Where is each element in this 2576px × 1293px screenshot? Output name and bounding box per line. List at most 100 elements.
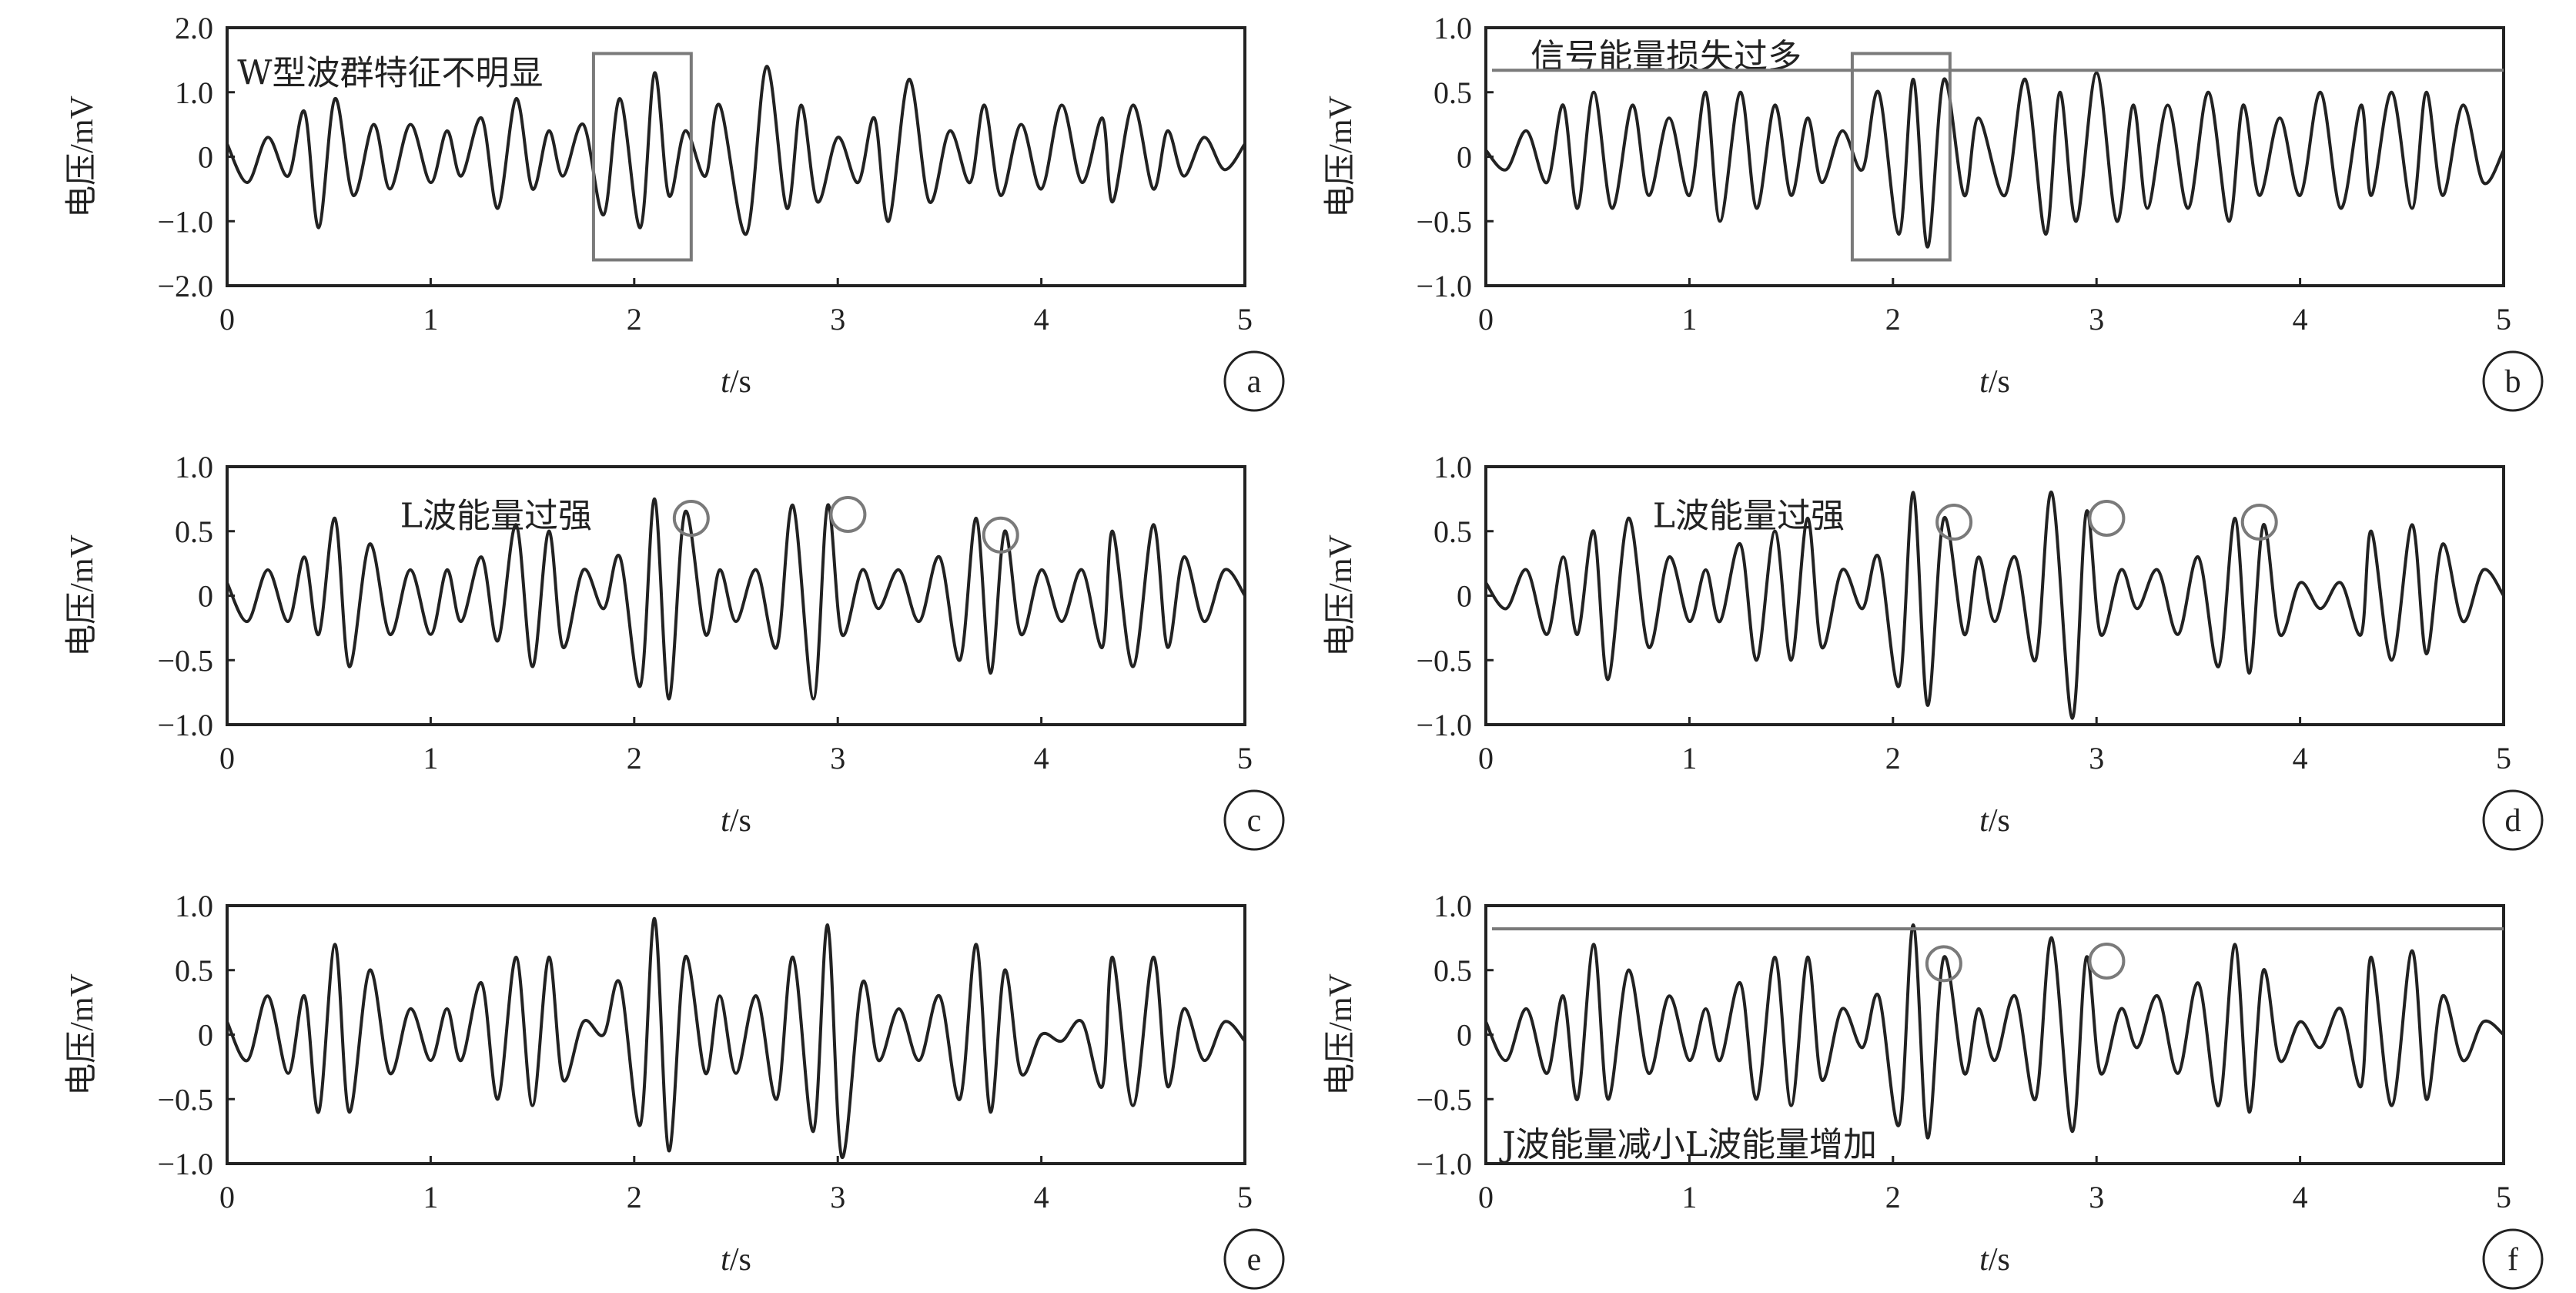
y-tick-label: −2.0 [157,269,213,303]
x-tick-label: 3 [830,302,845,337]
highlight-circle [2088,500,2126,537]
x-axis-title: t/s [721,364,751,400]
x-tick-label: 0 [1478,1180,1494,1214]
y-tick-label: 0 [198,1018,213,1053]
x-tick-label: 1 [423,302,438,337]
highlight-circle [2240,504,2278,541]
y-tick-label: 0 [1457,579,1472,614]
x-axis-title-unit: /s [730,803,751,839]
x-axis-title-var: t [1979,364,1989,400]
y-tick-label: 0 [1457,1018,1472,1053]
x-axis-title: t/s [721,1242,751,1278]
x-tick-label: 4 [2293,741,2308,775]
signal-line [1484,923,2505,1140]
x-axis-title: t/s [1979,803,2010,839]
x-axis-title-unit: /s [1989,1242,2010,1278]
y-tick-label: −0.5 [157,1082,213,1117]
panel-label: e [1247,1242,1262,1278]
panel-label: c [1247,803,1262,839]
x-tick-label: 5 [2496,741,2511,775]
panel-label: d [2505,803,2521,839]
x-tick-label: 3 [2089,302,2104,337]
panel-label-circle [1223,789,1285,851]
x-tick-label: 1 [1681,741,1697,775]
signal-line [226,916,1246,1159]
highlight-circle [1935,504,1973,541]
panel-label: f [2507,1242,2518,1278]
panel-label-circle [2482,350,2544,412]
highlight-circle [982,516,1019,554]
x-axis-title-unit: /s [730,1242,751,1278]
x-tick-label: 4 [2293,302,2308,337]
x-tick-label: 5 [2496,1180,2511,1214]
x-tick-label: 2 [627,741,642,775]
y-tick-label: 0.5 [175,953,213,988]
x-tick-label: 0 [219,1180,235,1214]
x-tick-label: 5 [1237,1180,1253,1214]
panel-label: a [1247,364,1262,400]
y-axis-title: 电压/mV [65,95,100,218]
x-tick-label: 1 [1681,1180,1697,1214]
annotation-text: L波能量过强 [1653,497,1845,536]
panel-label-circle [1223,350,1285,412]
y-axis-title: 电压/mV [65,973,100,1096]
x-tick-label: 1 [423,741,438,775]
x-tick-label: 0 [1478,741,1494,775]
x-tick-label: 4 [1034,302,1049,337]
x-tick-label: 3 [830,1180,845,1214]
x-axis-title-var: t [721,364,731,400]
y-tick-label: −0.5 [1416,643,1472,678]
x-tick-label: 2 [627,1180,642,1214]
y-tick-label: 1.0 [175,889,213,923]
x-tick-label: 5 [1237,302,1253,337]
y-axis-title: 电压/mV [1323,534,1359,657]
x-tick-label: 2 [627,302,642,337]
x-tick-label: 4 [1034,741,1049,775]
x-tick-label: 3 [2089,1180,2104,1214]
x-tick-label: 2 [1885,302,1901,337]
x-tick-label: 3 [2089,741,2104,775]
highlight-circle [1925,945,1962,983]
x-axis-title-unit: /s [730,364,751,400]
y-tick-label: −0.5 [1416,1082,1472,1117]
highlight-circle [672,500,710,537]
plot-frame [226,904,1246,1165]
x-axis-title-var: t [1979,1242,1989,1278]
x-tick-label: 5 [2496,302,2511,337]
panel-a: 0 1 2 3 4 5 2.0 1.0 0 −1.0 −2.0 t/s 电压/mV a W型波群特征不明显 [65,11,1285,412]
y-tick-label: 1.0 [175,450,213,484]
x-tick-label: 1 [423,1180,438,1214]
x-axis-title: t/s [721,803,751,839]
annotation-text: W型波群特征不明显 [237,54,543,93]
y-tick-label: 0 [198,140,213,175]
highlight-box [1850,52,1952,262]
x-tick-label: 0 [219,302,235,337]
highlight-circle [2088,943,2126,980]
x-axis-title-unit: /s [1989,364,2010,400]
panel-label-circle [2482,1228,2544,1290]
x-tick-label: 3 [830,741,845,775]
x-axis-title: t/s [1979,364,2010,400]
y-axis-title: 电压/mV [1323,973,1359,1096]
signal-line [1484,71,2505,249]
signal-line [226,65,1246,236]
panel-e: 0 1 2 3 4 5 1.0 0.5 0 −0.5 −1.0 t/s 电压/mV e [65,889,1285,1290]
y-tick-label: 1.0 [1434,450,1472,484]
y-tick-label: −1.0 [1416,1147,1472,1181]
highlight-circle [829,495,867,533]
y-tick-label: 0.5 [1434,953,1472,988]
x-axis-title-var: t [721,803,731,839]
x-axis-title-var: t [1979,803,1989,839]
y-tick-label: 0.5 [175,514,213,549]
annotation-text: L波能量过强 [400,497,592,536]
y-tick-label: −1.0 [157,204,213,239]
y-tick-label: 2.0 [175,11,213,45]
panel-c: 0 1 2 3 4 5 1.0 0.5 0 −0.5 −1.0 t/s 电压/mV c L波能量过强 [65,450,1285,851]
x-axis-title-var: t [721,1242,731,1278]
panel-label-circle [2482,789,2544,851]
y-axis-title: 电压/mV [65,534,100,657]
panel-label-circle [1223,1228,1285,1290]
y-tick-label: −0.5 [1416,204,1472,239]
y-tick-label: 0.5 [1434,75,1472,110]
